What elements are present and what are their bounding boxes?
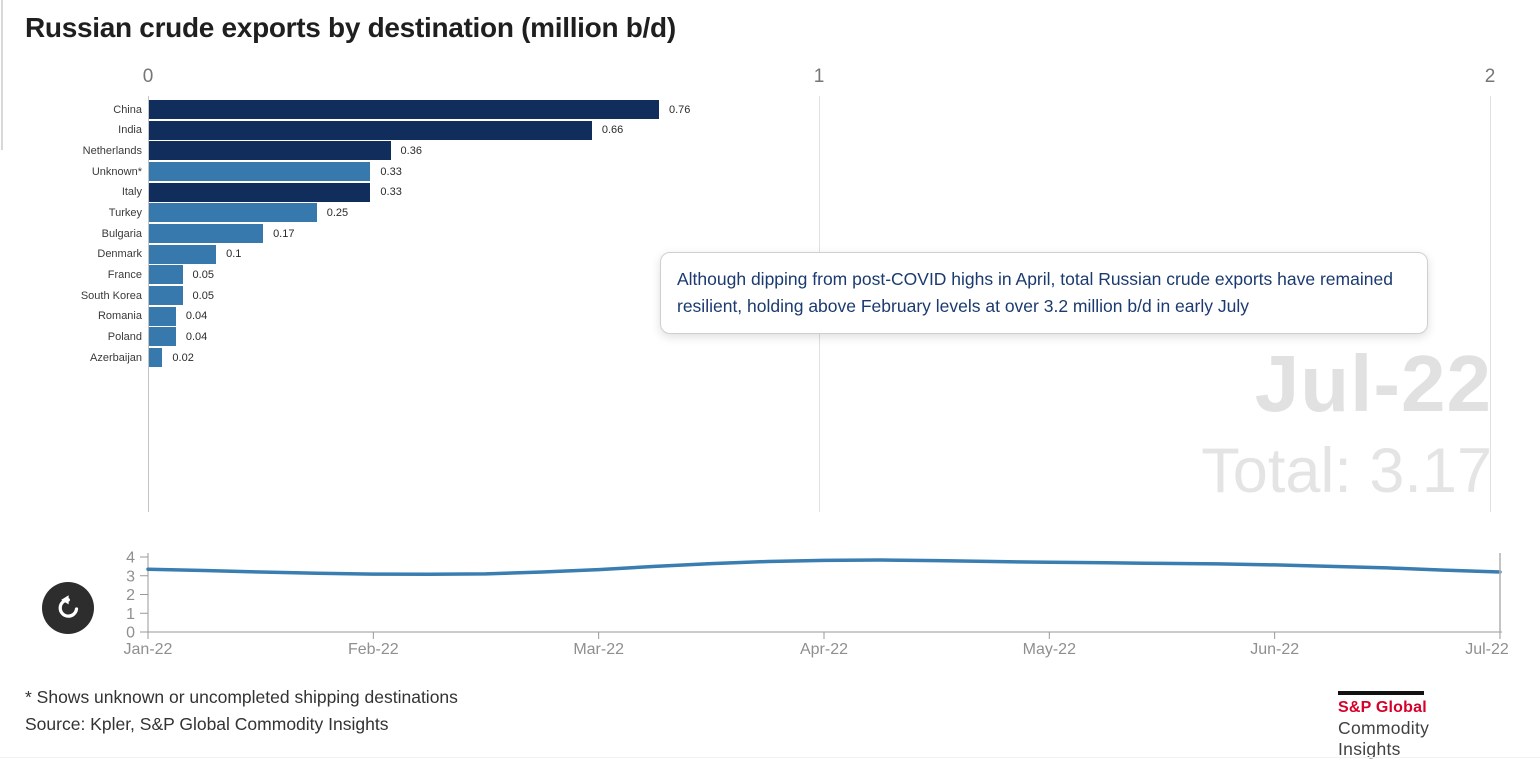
bar-value-label: 0.17 (273, 227, 295, 240)
period-watermark: Jul-22 Total: 3.17 (1201, 344, 1492, 503)
bar-value-label: 0.66 (601, 124, 624, 137)
y-tick-label: 1 (126, 606, 135, 623)
bar-row: Unknown* 0.33 (0, 162, 1540, 182)
bar-value-label: 0.05 (192, 268, 214, 281)
x-tick-label: Jun-22 (1250, 641, 1299, 658)
bar-value-label: 0.76 (668, 103, 691, 116)
annotation-text: Although dipping from post-COVID highs i… (677, 269, 1393, 316)
bar-category-label: Bulgaria (101, 227, 142, 240)
bar (149, 224, 264, 244)
bar-category-label: Netherlands (82, 144, 142, 157)
bar-row: France 0.05 (0, 265, 1540, 285)
bar (149, 162, 371, 182)
bar-row: Azerbaijan 0.02 (0, 348, 1540, 368)
bar-row: Romania 0.04 (0, 306, 1540, 326)
x-tick-label: May-22 (1023, 641, 1076, 658)
x-tick-label: Apr-22 (800, 641, 848, 658)
bar (149, 348, 163, 368)
logo-brand-text: S&P Global (1338, 699, 1427, 716)
logo-top-bar (1338, 691, 1424, 695)
timeline-line (146, 558, 1502, 577)
bar-category-label: Italy (121, 186, 142, 199)
bar-value-label: 0.33 (380, 165, 402, 178)
bar (149, 100, 659, 119)
bar-row: China 0.76 (0, 100, 1540, 119)
bar-category-label: China (113, 103, 142, 116)
bar-category-label: South Korea (80, 289, 142, 302)
y-axis-line (148, 96, 149, 512)
bar (149, 244, 217, 264)
x-tick-label: Jan-22 (124, 641, 173, 658)
x-tick-label: Mar-22 (573, 641, 624, 658)
y-tick-label: 2 (126, 587, 135, 604)
chart-title: Russian crude exports by destination (mi… (25, 12, 676, 43)
replay-button[interactable] (42, 582, 94, 634)
x-tick-label: Feb-22 (348, 641, 399, 658)
bar (149, 182, 371, 202)
bar-category-label: Unknown* (91, 165, 142, 178)
bar-row: Netherlands 0.36 (0, 141, 1540, 161)
bar-row: India 0.66 (0, 120, 1540, 140)
annotation-box: Although dipping from post-COVID highs i… (660, 252, 1428, 334)
bar (149, 286, 183, 306)
logo-division-text: Commodity Insights (1338, 718, 1430, 759)
bar-value-label: 0.05 (192, 289, 214, 302)
bar-row: Italy 0.33 (0, 182, 1540, 202)
bar (149, 306, 176, 326)
bar (149, 120, 592, 140)
x-axis-tick-label: 1 (813, 66, 825, 87)
left-edge-artifact (1, 0, 3, 150)
bar-row: Poland 0.04 (0, 327, 1540, 347)
bar (149, 265, 183, 285)
bar-row: Turkey 0.25 (0, 203, 1540, 223)
x-axis-tick-label: 2 (1484, 66, 1496, 87)
bar-value-label: 0.36 (400, 144, 422, 157)
bar-category-label: Denmark (97, 248, 142, 261)
source-text: Source: Kpler, S&P Global Commodity Insi… (25, 714, 389, 734)
replay-icon (51, 591, 85, 625)
bar-value-label: 0.04 (185, 310, 208, 323)
bar-value-label: 0.33 (380, 186, 402, 199)
bar (149, 327, 176, 347)
bar-value-label: 0.04 (185, 330, 208, 343)
bar-category-label: Romania (97, 310, 142, 323)
timeline-x-ticks: Jan-22 Feb-22 Mar-22 Apr-22 May-22 Jun-22 Jul-… (124, 632, 1509, 658)
bar (149, 203, 317, 223)
sp-global-logo: S&P Global Commodity Insights (1338, 691, 1490, 760)
bar-row: South Korea 0.05 (0, 286, 1540, 306)
x-axis-tick-label: 0 (142, 66, 154, 87)
x-tick-label: Jul-22 (1465, 641, 1509, 658)
timeline-y-ticks: 0 1 2 34 (126, 550, 148, 642)
y-tick-label: 4 (126, 550, 135, 567)
bar-category-label: India (118, 124, 142, 137)
bar-row: Denmark 0.1 (0, 244, 1540, 264)
bottom-edge-line (0, 757, 1540, 758)
watermark-total-label: Total: 3.17 (1201, 436, 1492, 506)
bar-category-label: France (107, 268, 142, 281)
bar-row: Bulgaria 0.17 (0, 224, 1540, 244)
footnote-text: * Shows unknown or uncompleted shipping … (25, 687, 458, 707)
bar-category-label: Azerbaijan (90, 351, 142, 364)
bar-value-label: 0.1 (226, 248, 242, 261)
bar (149, 141, 391, 161)
gridline (1490, 96, 1491, 512)
bar-value-label: 0.02 (172, 351, 194, 364)
bar-category-label: Turkey (108, 206, 142, 219)
y-tick-label: 0 (126, 625, 135, 642)
bar-category-label: Poland (107, 330, 142, 343)
timeline-chart: 0 1 2 34 Jan-22 Feb-22 Mar-22 Apr-22 May-22 Jun-… (124, 550, 1509, 659)
y-tick-label: 3 (126, 568, 135, 585)
bar-value-label: 0.25 (326, 206, 349, 219)
